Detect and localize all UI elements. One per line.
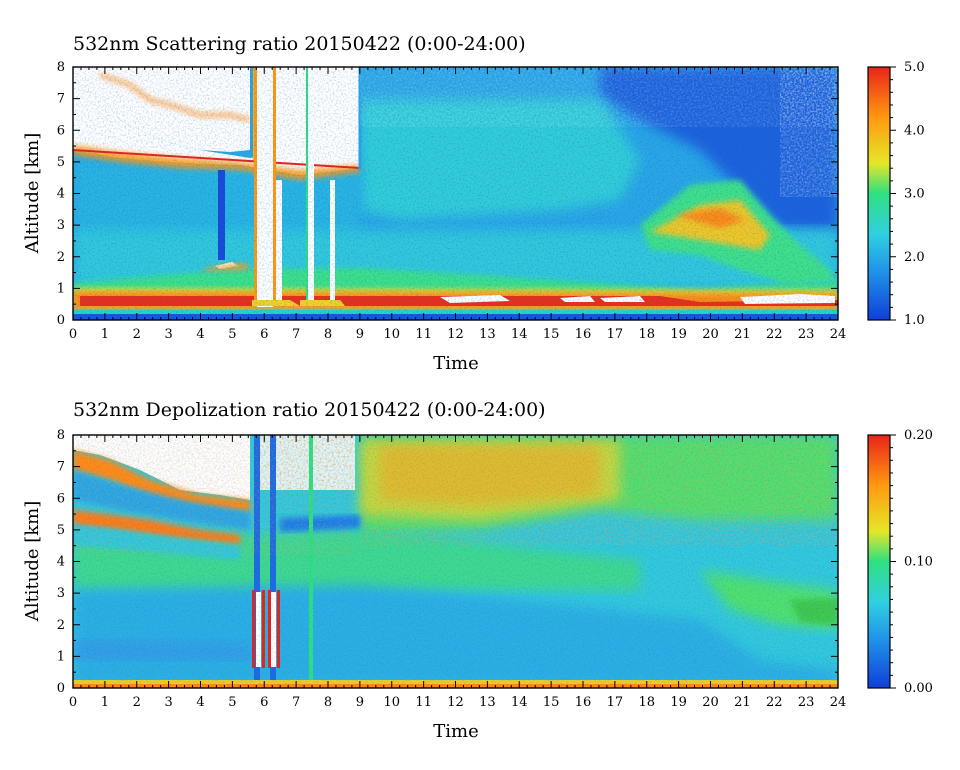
y-tick-label: 3 <box>57 218 65 233</box>
x-tick-label: 20 <box>702 695 719 710</box>
x-tick-label: 24 <box>830 327 847 342</box>
y-tick-label: 6 <box>57 491 65 506</box>
x-tick-label: 6 <box>260 695 268 710</box>
x-tick-label: 9 <box>356 327 364 342</box>
x-tick-label: 16 <box>575 327 592 342</box>
depolarization-ratio-panel: 532nm Depolization ratio 20150422 (0:00-… <box>22 399 933 742</box>
x-tick-label: 18 <box>638 327 655 342</box>
y-tick-label: 6 <box>57 123 65 138</box>
colorbar-ticks: 0.00 0.10 0.20 <box>890 428 933 696</box>
x-tick-label: 8 <box>324 695 332 710</box>
x-tick-label: 15 <box>543 695 560 710</box>
x-tick-label: 0 <box>69 327 77 342</box>
x-tick-label: 2 <box>133 327 141 342</box>
colorbar-tick-label: 0.00 <box>904 681 933 696</box>
colorbar-tick-label: 2.0 <box>904 250 925 265</box>
y-tick-label: 5 <box>57 523 65 538</box>
x-tick-label: 5 <box>228 695 236 710</box>
x-tick-label: 14 <box>511 327 528 342</box>
y-axis: 0 1 2 3 4 5 6 7 8 <box>57 428 838 696</box>
y-axis: 0 1 2 3 4 5 6 7 8 <box>57 60 838 328</box>
y-tick-label: 7 <box>57 460 65 475</box>
x-tick-label: 22 <box>766 695 783 710</box>
y-tick-label: 2 <box>57 618 65 633</box>
colorbar-tick-label: 1.0 <box>904 313 925 328</box>
y-tick-label: 4 <box>57 555 65 570</box>
x-tick-label: 12 <box>447 695 464 710</box>
x-tick-label: 15 <box>543 327 560 342</box>
x-tick-label: 9 <box>356 695 364 710</box>
y-tick-label: 2 <box>57 250 65 265</box>
x-tick-label: 1 <box>101 327 109 342</box>
chart-title: 532nm Depolization ratio 20150422 (0:00-… <box>73 399 546 421</box>
y-tick-label: 5 <box>57 155 65 170</box>
x-tick-label: 11 <box>415 695 432 710</box>
x-tick-label: 7 <box>292 695 300 710</box>
x-tick-label: 24 <box>830 695 847 710</box>
x-tick-label: 21 <box>734 327 751 342</box>
x-tick-label: 19 <box>670 327 687 342</box>
x-tick-label: 16 <box>575 695 592 710</box>
y-axis-label: Altitude [km] <box>22 133 43 255</box>
x-tick-label: 5 <box>228 327 236 342</box>
y-tick-label: 0 <box>57 681 65 696</box>
x-tick-label: 0 <box>69 695 77 710</box>
x-tick-label: 20 <box>702 327 719 342</box>
y-tick-label: 8 <box>57 428 65 443</box>
x-axis-label: Time <box>433 721 478 742</box>
x-tick-label: 8 <box>324 327 332 342</box>
x-tick-label: 7 <box>292 327 300 342</box>
x-tick-label: 2 <box>133 695 141 710</box>
x-tick-label: 23 <box>798 327 815 342</box>
scattering-ratio-heatmap <box>73 67 838 320</box>
x-axis: 0 1 2 3 4 5 6 7 8 9 10 11 12 13 14 15 16 17 18 19 20 21 22 23 24 <box>69 435 846 710</box>
colorbar-ticks: 1.0 2.0 3.0 4.0 5.0 <box>890 60 925 328</box>
x-tick-label: 4 <box>196 695 204 710</box>
y-tick-label: 1 <box>57 281 65 296</box>
colorbar-tick-label: 0.10 <box>904 555 933 570</box>
x-tick-label: 13 <box>479 327 496 342</box>
x-tick-label: 19 <box>670 695 687 710</box>
x-tick-label: 1 <box>101 695 109 710</box>
y-axis-label: Altitude [km] <box>22 501 43 623</box>
y-tick-label: 4 <box>57 187 65 202</box>
x-tick-label: 4 <box>196 327 204 342</box>
x-tick-label: 14 <box>511 695 528 710</box>
x-tick-label: 6 <box>260 327 268 342</box>
x-axis: 0 1 2 3 4 5 6 7 8 9 10 11 12 13 14 15 16 17 18 19 20 21 22 23 24 <box>69 67 846 342</box>
colorbar-tick-label: 5.0 <box>904 60 925 75</box>
x-tick-label: 3 <box>164 327 172 342</box>
x-tick-label: 11 <box>415 327 432 342</box>
x-tick-label: 13 <box>479 695 496 710</box>
y-tick-label: 7 <box>57 92 65 107</box>
y-tick-label: 0 <box>57 313 65 328</box>
y-tick-label: 8 <box>57 60 65 75</box>
x-tick-label: 23 <box>798 695 815 710</box>
x-tick-label: 17 <box>607 695 624 710</box>
colorbar <box>867 434 891 689</box>
x-tick-label: 18 <box>638 695 655 710</box>
y-tick-label: 1 <box>57 649 65 664</box>
x-tick-label: 10 <box>383 695 400 710</box>
x-tick-label: 12 <box>447 327 464 342</box>
colorbar-tick-label: 3.0 <box>904 187 925 202</box>
x-tick-label: 3 <box>164 695 172 710</box>
y-tick-label: 3 <box>57 586 65 601</box>
x-tick-label: 10 <box>383 327 400 342</box>
colorbar <box>867 66 891 321</box>
colorbar-tick-label: 0.20 <box>904 428 933 443</box>
scattering-ratio-panel: 532nm Scattering ratio 20150422 (0:00-24… <box>22 33 925 374</box>
depolarization-ratio-heatmap <box>73 435 838 688</box>
colorbar-tick-label: 4.0 <box>904 123 925 138</box>
chart-title: 532nm Scattering ratio 20150422 (0:00-24… <box>73 33 526 55</box>
x-axis-label: Time <box>433 353 478 374</box>
x-tick-label: 22 <box>766 327 783 342</box>
x-tick-label: 17 <box>607 327 624 342</box>
x-tick-label: 21 <box>734 695 751 710</box>
